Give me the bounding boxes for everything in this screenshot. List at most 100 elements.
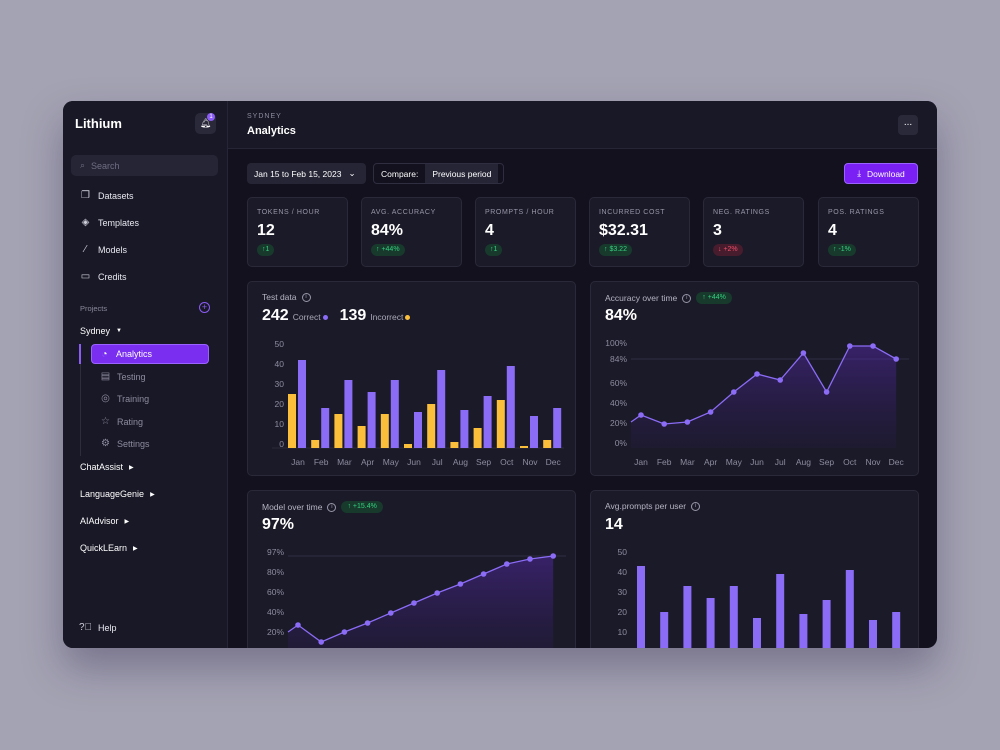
bar-incorrect — [357, 426, 366, 448]
sidebar: Lithium 🔔︎ 1 ⌕ Search ❐ Datasets ◈ Templat… — [63, 101, 228, 648]
stat-label: POS. RATINGS — [828, 209, 885, 216]
app-window: Lithium 🔔︎ 1 ⌕ Search ❐ Datasets ◈ Templat… — [63, 101, 937, 648]
app-logo: Lithium — [75, 116, 122, 131]
data-point — [341, 629, 348, 635]
project-chatassist[interactable]: ChatAssist ▶ — [80, 462, 134, 472]
stat-value: 3 — [713, 222, 722, 239]
date-range-dropdown[interactable]: Jan 15 to Feb 15, 2023 ⌄ — [247, 163, 366, 184]
bar — [753, 618, 761, 648]
chevron-down-icon: ⌄ — [348, 168, 356, 178]
x-tick-label: Apr — [704, 457, 717, 467]
projects-heading: Projects — [80, 304, 108, 313]
bar-correct — [553, 408, 562, 448]
stat-delta-badge: ↓ +2% — [713, 244, 743, 256]
caret-right-icon: ▶ — [150, 491, 155, 498]
bar-correct — [321, 408, 330, 448]
help-link[interactable]: ?⃝ Help — [79, 622, 117, 633]
data-point — [823, 389, 830, 395]
nav-label: Datasets — [98, 190, 134, 201]
breadcrumb[interactable]: SYDNEY — [247, 113, 282, 120]
x-tick-label: Apr — [361, 457, 374, 467]
x-tick-label: Jun — [407, 457, 421, 467]
x-tick-label: Mar — [337, 457, 352, 467]
info-icon[interactable]: i — [327, 502, 337, 512]
bar — [869, 620, 877, 648]
x-tick-label: Dec — [546, 457, 562, 467]
bar — [892, 612, 901, 648]
bar-correct — [414, 412, 422, 448]
delta-badge: ↑ +15.4% — [341, 501, 383, 513]
stat-value: 12 — [257, 222, 275, 239]
sidebar-item-training[interactable]: ◎ Training — [100, 393, 149, 404]
project-label: ChatAssist — [80, 462, 124, 472]
sidebar-item-credits[interactable]: ▭ Credits — [80, 271, 127, 282]
x-tick-label: Jul — [775, 457, 786, 467]
bar-incorrect — [496, 400, 505, 448]
data-point — [754, 371, 760, 377]
info-icon[interactable]: i — [682, 293, 692, 303]
x-tick-label: Jul — [432, 457, 443, 467]
bar-correct — [506, 366, 515, 448]
x-tick-label: Feb — [657, 457, 672, 467]
panel-title: Test data i — [262, 292, 311, 302]
add-project-button[interactable]: + — [199, 302, 210, 313]
sidebar-item-datasets[interactable]: ❐ Datasets — [80, 190, 134, 201]
compare-select[interactable]: Compare: Previous period — [373, 163, 504, 184]
y-tick-label: 84% — [610, 354, 627, 364]
search-input[interactable]: ⌕ Search — [71, 155, 218, 176]
stat-card: INCURRED COST $32.31 ↑ $3.22 — [589, 197, 690, 267]
project-languagegenie[interactable]: LanguageGenie ▶ — [80, 489, 155, 499]
info-icon[interactable]: i — [691, 501, 701, 511]
sidebar-item-models[interactable]: ⁄ Models — [80, 244, 127, 255]
more-options-button[interactable]: ... — [898, 115, 918, 135]
download-button[interactable]: ⤓ Download — [844, 163, 918, 184]
star-icon: ☆ — [101, 416, 110, 427]
page-header: SYDNEY Analytics ... — [228, 101, 937, 149]
bar-incorrect — [520, 446, 528, 448]
sidebar-item-testing[interactable]: ▤ Testing — [100, 371, 146, 382]
y-tick-label: 60% — [610, 378, 627, 388]
x-tick-label: Mar — [680, 457, 695, 467]
nav-label: Training — [117, 393, 150, 404]
project-sydney[interactable]: Sydney ▼ — [80, 326, 122, 336]
bar-correct — [344, 380, 353, 448]
data-point — [661, 421, 667, 427]
date-range-value: Jan 15 to Feb 15, 2023 — [254, 168, 342, 179]
info-icon[interactable]: i — [301, 292, 311, 302]
page-title: Analytics — [247, 125, 296, 137]
copy-icon: ❐ — [81, 190, 90, 201]
data-point — [457, 581, 464, 587]
x-tick-label: Jan — [634, 457, 648, 467]
title-text: Avg.prompts per user — [605, 501, 687, 511]
sidebar-item-templates[interactable]: ◈ Templates — [80, 217, 139, 228]
nav-label: Help — [98, 622, 117, 633]
x-tick-label: Nov — [522, 457, 538, 467]
bar — [729, 586, 738, 648]
stat-value: $32.31 — [599, 222, 648, 239]
data-point — [504, 561, 510, 567]
model-chart: 97% 80% 60% 40% 20% — [267, 547, 566, 648]
bar-correct — [460, 410, 469, 448]
nav-label: Templates — [98, 217, 140, 228]
bar-incorrect — [380, 414, 389, 448]
sidebar-item-rating[interactable]: ☆ Rating — [100, 416, 143, 427]
y-tick-label: 30 — [275, 379, 285, 389]
data-point — [777, 377, 783, 383]
stat-delta-badge: ↑ -1% — [828, 244, 856, 256]
compare-value: Previous period — [425, 164, 499, 183]
incorrect-legend: Incorrect — [370, 312, 411, 322]
data-point — [684, 419, 691, 425]
sidebar-item-analytics[interactable]: ◔ Analytics — [91, 344, 209, 364]
y-tick-label: 60% — [267, 587, 284, 597]
bar-incorrect — [450, 442, 459, 448]
bar-correct — [483, 396, 492, 448]
project-quicklearn[interactable]: QuickLEarn ▶ — [80, 543, 138, 553]
notifications-button[interactable]: 🔔︎ 1 — [195, 113, 216, 134]
bar — [637, 566, 645, 648]
project-aiadvisor[interactable]: AIAdvisor ▶ — [80, 516, 129, 526]
y-tick-label: 80% — [267, 567, 284, 577]
data-point — [527, 556, 533, 562]
sidebar-item-settings[interactable]: ⚙ Settings — [100, 438, 150, 449]
stat-card: NEG. RATINGS 3 ↓ +2% — [703, 197, 804, 267]
y-tick-label: 50 — [275, 339, 285, 349]
